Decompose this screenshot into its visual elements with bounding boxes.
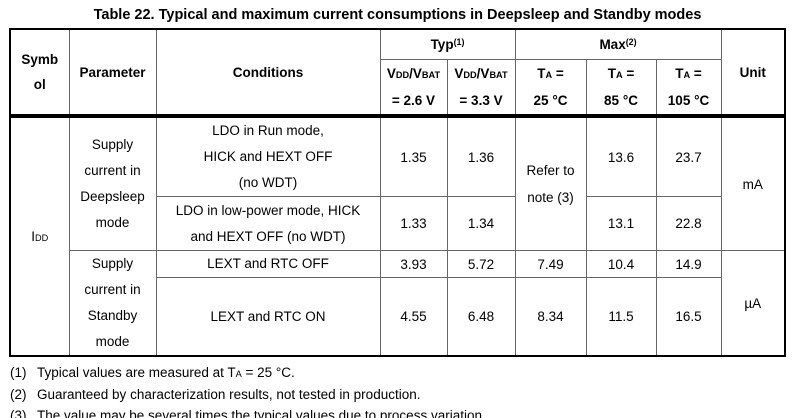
- footnote-text: Guaranteed by characterization results, …: [37, 386, 421, 402]
- cell-max-85: 13.6: [585, 115, 657, 197]
- max-footnote-ref: (2): [625, 36, 637, 47]
- vdd-symbol: VDD/VBAT: [454, 65, 508, 81]
- col-header-parameter: Parameter: [68, 28, 157, 117]
- footnote-text: Typical values are measured at TA = 25 °…: [37, 365, 295, 380]
- cell-max-85: 13.1: [585, 196, 657, 251]
- footnote-text: The value may be several times the typic…: [37, 408, 486, 418]
- cell-max-105: 14.9: [655, 249, 722, 279]
- col-header-unit: Unit: [720, 28, 786, 117]
- cell-typ-2v6: 4.55: [379, 277, 448, 357]
- table-header: Symb ol Parameter Conditions Typ(1) Max(…: [9, 28, 786, 117]
- table-row: LDO in low-power mode, HICK and HEXT OFF…: [10, 196, 785, 251]
- cell-max-85: 10.4: [585, 249, 657, 279]
- footnote-2: (2) Guaranteed by characterization resul…: [10, 385, 795, 407]
- cell-max-105: 22.8: [655, 196, 722, 251]
- cell-symbol-idd: IDD: [9, 115, 70, 357]
- cell-max-105: 16.5: [655, 277, 722, 357]
- cell-typ-2v6: 1.33: [379, 196, 448, 251]
- col-header-vdd-3v3: VDD/VBAT = 3.3 V: [446, 58, 516, 117]
- cell-conditions: LDO in Run mode, HICK and HEXT OFF (no W…: [155, 115, 381, 197]
- cell-parameter-deepsleep: Supply current in Deepsleep mode: [68, 115, 157, 251]
- cell-unit-ua: µA: [720, 250, 786, 357]
- cell-conditions: LDO in low-power mode, HICK and HEXT OFF…: [155, 196, 381, 251]
- ta-symbol: TA =: [537, 65, 564, 81]
- table-row: LEXT and RTC ON 4.55 6.48 8.34 11.5 16.5: [10, 277, 785, 357]
- footnote-3: (3) The value may be several times the t…: [10, 406, 795, 418]
- footnote-number: (2): [10, 386, 27, 402]
- ta-85-value: 85 °C: [604, 92, 638, 108]
- vdd-2v6-value: = 2.6 V: [391, 92, 436, 108]
- table-row: Supply current in Standby mode LEXT and …: [10, 249, 786, 357]
- col-header-ta-105: TA = 105 °C: [655, 58, 722, 117]
- cell-typ-3v3: 1.34: [446, 196, 516, 251]
- footnotes: (1) Typical values are measured at TA = …: [10, 363, 795, 418]
- cell-max-25: 8.34: [514, 277, 587, 357]
- ta-25-value: 25 °C: [533, 92, 568, 108]
- cell-max-25: 7.49: [514, 249, 587, 279]
- cell-max-25-note: Refer to note (3): [514, 115, 587, 251]
- max-label: Max: [599, 36, 626, 52]
- cell-typ-2v6: 3.93: [379, 249, 448, 279]
- ta-symbol: TA =: [607, 65, 635, 81]
- col-header-ta-85: TA = 85 °C: [585, 58, 657, 117]
- col-header-vdd-2v6: VDD/VBAT = 2.6 V: [379, 58, 448, 117]
- cell-typ-3v3: 1.36: [446, 115, 516, 197]
- cell-conditions: LEXT and RTC OFF: [155, 249, 381, 279]
- col-header-max: Max(2): [514, 28, 722, 60]
- typ-footnote-ref: (1): [453, 36, 465, 47]
- footnote-1: (1) Typical values are measured at TA = …: [10, 363, 795, 385]
- cell-max-105: 23.7: [655, 115, 722, 197]
- header-row-groups: Symb ol Parameter Conditions Typ(1) Max(…: [9, 28, 786, 117]
- footnote-number: (1): [10, 365, 27, 380]
- cell-typ-2v6: 1.35: [379, 115, 448, 197]
- vdd-3v3-value: = 3.3 V: [459, 92, 503, 108]
- current-consumption-table: Symb ol Parameter Conditions Typ(1) Max(…: [9, 28, 787, 357]
- cell-typ-3v3: 5.72: [446, 249, 516, 279]
- cell-unit-ma: mA: [720, 115, 786, 251]
- ta-symbol: TA =: [675, 65, 702, 81]
- table-row: IDD Supply current in Deepsleep mode LDO…: [9, 115, 786, 357]
- col-header-ta-25: TA = 25 °C: [514, 58, 587, 117]
- header-row-subcolumns: VDD/VBAT = 2.6 V VDD/VBAT = 3.3 V TA = 25…: [10, 58, 785, 117]
- footnote-number: (3): [10, 408, 27, 418]
- col-header-conditions: Conditions: [155, 28, 381, 117]
- vdd-symbol: VDD/VBAT: [386, 65, 441, 81]
- col-header-symbol: Symb ol: [9, 28, 70, 117]
- col-header-typ: Typ(1): [379, 28, 516, 60]
- cell-parameter-standby: Supply current in Standby mode: [68, 250, 157, 357]
- cell-typ-3v3: 6.48: [446, 277, 516, 357]
- ta-105-value: 105 °C: [667, 92, 710, 108]
- table-title: Table 22. Typical and maximum current co…: [93, 7, 702, 23]
- typ-label: Typ: [430, 36, 454, 52]
- cell-max-85: 11.5: [585, 277, 657, 357]
- cell-conditions: LEXT and RTC ON: [155, 277, 381, 357]
- table-body: IDD Supply current in Deepsleep mode LDO…: [9, 115, 786, 357]
